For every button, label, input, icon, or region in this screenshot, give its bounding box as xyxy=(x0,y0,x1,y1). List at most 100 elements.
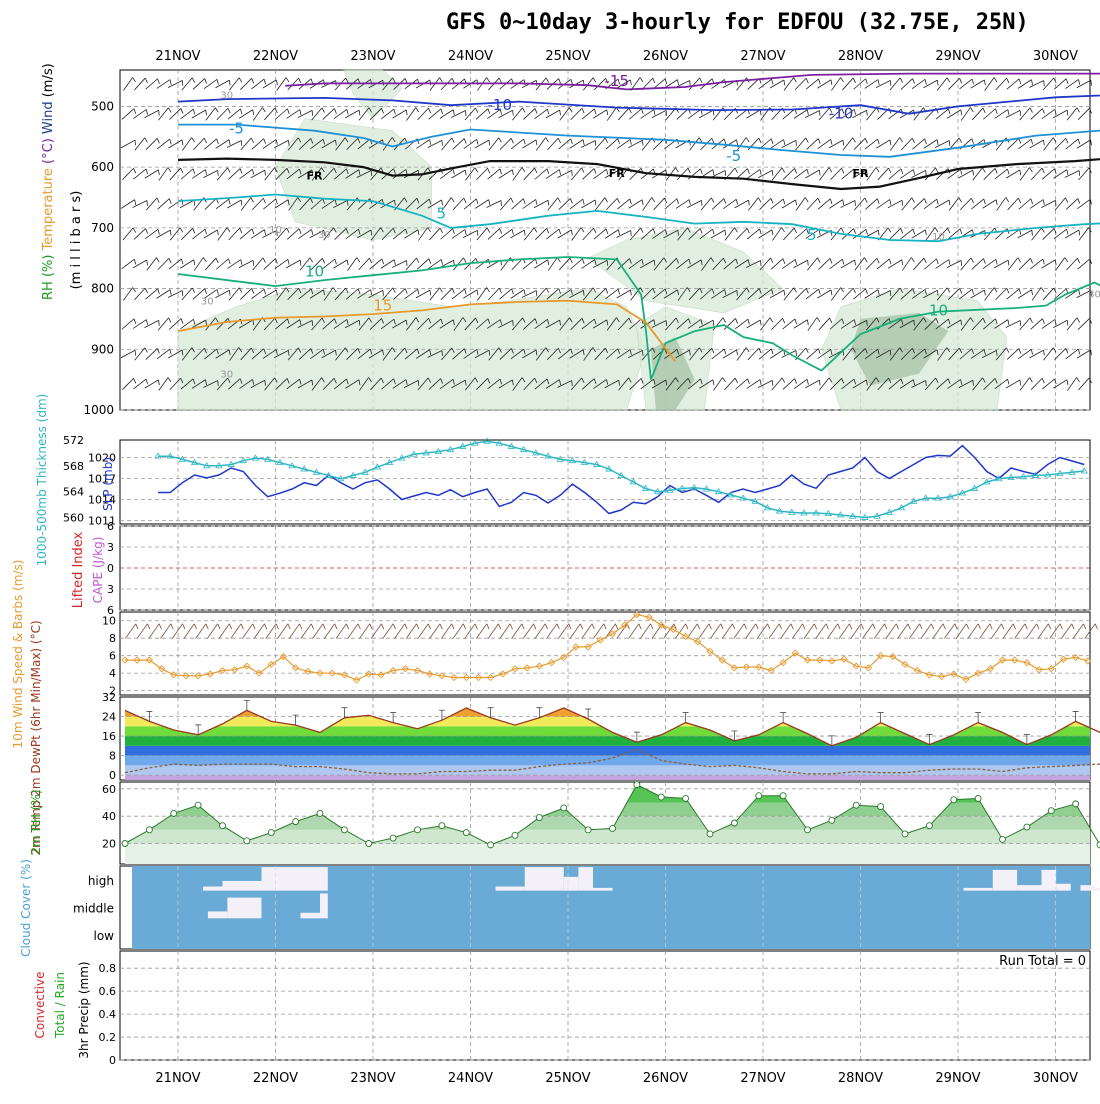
cloud-clear-span xyxy=(593,887,613,891)
wind-barb xyxy=(771,377,786,391)
wind-barb xyxy=(156,138,172,150)
wind-barb xyxy=(699,288,715,300)
wind-barb xyxy=(429,287,443,301)
thickness-marker xyxy=(909,497,918,504)
wind-barb xyxy=(404,78,420,90)
wind-barb xyxy=(805,78,821,90)
wind-barb xyxy=(852,320,868,328)
wind-tick-label: 6 xyxy=(109,650,116,663)
wind-barb xyxy=(571,227,585,241)
surface-wind-barb xyxy=(148,623,162,639)
wind-barb xyxy=(734,199,750,209)
wind-barb xyxy=(582,287,597,301)
wind-barb xyxy=(523,377,538,391)
wind-barb xyxy=(429,227,443,241)
surface-wind-barb xyxy=(452,623,467,639)
surface-wind-barb xyxy=(511,623,525,639)
wind-barb xyxy=(311,377,325,391)
wind-barb xyxy=(710,229,727,239)
wind-barb xyxy=(227,199,243,209)
surface-wind-barb xyxy=(897,623,911,639)
wind-tick-label: 10 xyxy=(102,615,116,628)
isotherm-label: -5 xyxy=(229,119,244,137)
wind-barb xyxy=(665,107,679,121)
wind-speed-marker xyxy=(486,673,495,682)
wind-barb xyxy=(333,259,349,269)
cloud-clear-span xyxy=(227,897,262,919)
wind-barb xyxy=(805,110,821,118)
wind-barb xyxy=(464,107,479,121)
wind-barb xyxy=(441,197,455,211)
surface-wind-barb xyxy=(967,623,981,639)
cloud-clear-span xyxy=(524,867,564,891)
panel-slp-thickness: 1011 1014 1017 1020 560 564 568 572 xyxy=(63,434,1091,528)
wind-barb xyxy=(771,317,786,331)
wind-barb xyxy=(1078,167,1092,181)
wind-barb xyxy=(888,378,904,390)
thickness-marker xyxy=(507,442,516,449)
wind-barb xyxy=(936,287,951,301)
wind-tick-label: 8 xyxy=(109,632,116,645)
wind-barb xyxy=(216,107,231,121)
wind-speed-marker xyxy=(511,665,519,673)
wind-barb xyxy=(215,349,231,359)
wind-speed-marker xyxy=(450,673,458,682)
wind-barb xyxy=(876,349,892,359)
wind-barb xyxy=(960,257,974,271)
wind-barb xyxy=(606,107,620,121)
wind-barb xyxy=(923,349,939,359)
wind-speed-marker xyxy=(803,656,812,664)
wind-barb xyxy=(239,228,255,240)
wind-barb xyxy=(711,138,727,150)
wind-barb xyxy=(144,109,160,119)
wind-barb xyxy=(793,259,809,269)
wind-barb xyxy=(393,347,408,361)
wind-barb xyxy=(498,169,514,179)
thickness-tick-label: 564 xyxy=(63,486,84,499)
wind-barb xyxy=(358,317,373,331)
wind-barb xyxy=(935,199,951,209)
wind-barb xyxy=(144,169,160,179)
wind-barb xyxy=(299,197,314,211)
wind-barb xyxy=(676,167,691,181)
surface-wind-barb xyxy=(944,623,958,639)
wind-barb xyxy=(581,259,597,269)
wind-barb xyxy=(193,257,207,271)
wind-barb xyxy=(347,257,361,271)
wind-barb xyxy=(546,347,561,361)
wind-barb xyxy=(334,168,349,180)
wind-barb xyxy=(145,138,160,150)
wind-barb xyxy=(640,168,656,180)
wind-barb xyxy=(770,258,786,270)
wind-barb xyxy=(746,319,762,329)
wind-speed-marker xyxy=(121,656,129,664)
wind-barb xyxy=(417,377,432,391)
wind-barb xyxy=(274,139,290,149)
wind-barb xyxy=(346,137,361,151)
wind-barb xyxy=(899,319,915,329)
wind-barb xyxy=(1018,138,1033,150)
wind-barb xyxy=(393,288,408,300)
wind-barb xyxy=(1066,317,1081,331)
wind-barb xyxy=(263,258,278,270)
thickness-marker xyxy=(848,512,857,519)
wind-barb xyxy=(570,258,585,270)
wind-barb xyxy=(475,108,491,120)
surface-wind-barb xyxy=(464,623,478,639)
wind-barb xyxy=(1043,137,1057,151)
wind-barb xyxy=(947,109,963,119)
precip-axis-label: 3hr Precip (mm) xyxy=(77,961,91,1058)
wind-barb xyxy=(464,377,479,391)
wind-barb xyxy=(640,259,656,269)
wind-speed-marker xyxy=(170,671,178,679)
thickness-marker xyxy=(300,465,308,472)
wind-barb xyxy=(1019,167,1033,181)
wind-barb xyxy=(309,289,325,299)
wind-barb xyxy=(262,139,278,149)
wind-barb xyxy=(628,199,644,209)
wind-speed-marker xyxy=(694,638,702,646)
pressure-tick-label: 700 xyxy=(91,221,114,235)
wind-barb xyxy=(251,138,266,150)
wind-barb xyxy=(1041,108,1057,120)
wind-barb xyxy=(723,198,738,210)
